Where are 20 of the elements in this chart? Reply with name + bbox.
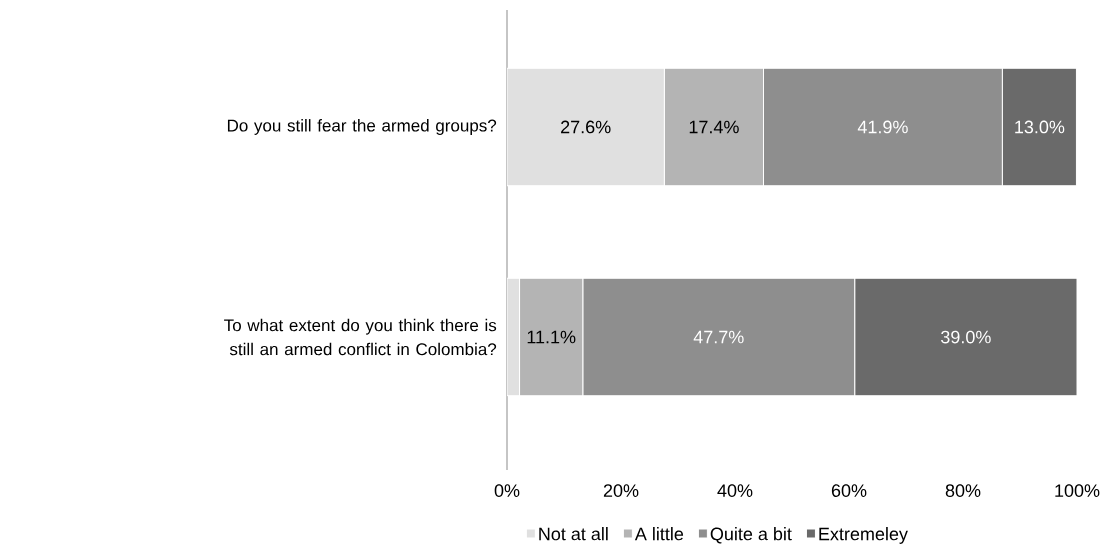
data-label: 17.4% <box>689 120 739 134</box>
legend-label: A little <box>634 527 684 541</box>
x-tick-label: 100% <box>1055 484 1100 497</box>
x-tick-label: 20% <box>603 484 639 497</box>
legend-label: Quite a bit <box>710 527 792 544</box>
data-label: 27.6% <box>561 120 611 134</box>
legend-label: Extremeley <box>819 527 908 544</box>
bar <box>507 67 665 187</box>
x-tick-label: 0% <box>494 484 520 497</box>
y-tick-label: To what extent do you think there is still an armed conflict in Colombia? <box>224 318 497 356</box>
x-tick-label: 60% <box>831 484 867 497</box>
data-label: 13.0% <box>1015 120 1065 134</box>
legend-label: Not at all <box>539 527 608 541</box>
data-label: 41.9% <box>857 120 908 134</box>
data-label: 39.0% <box>941 330 991 344</box>
y-tick-label: Do you still fear the armed groups? <box>227 119 497 135</box>
x-tick-label: 80% <box>945 484 981 497</box>
data-label: 47.7% <box>693 330 744 344</box>
data-label: 11.1% <box>527 330 576 344</box>
x-tick-label: 40% <box>717 484 753 497</box>
